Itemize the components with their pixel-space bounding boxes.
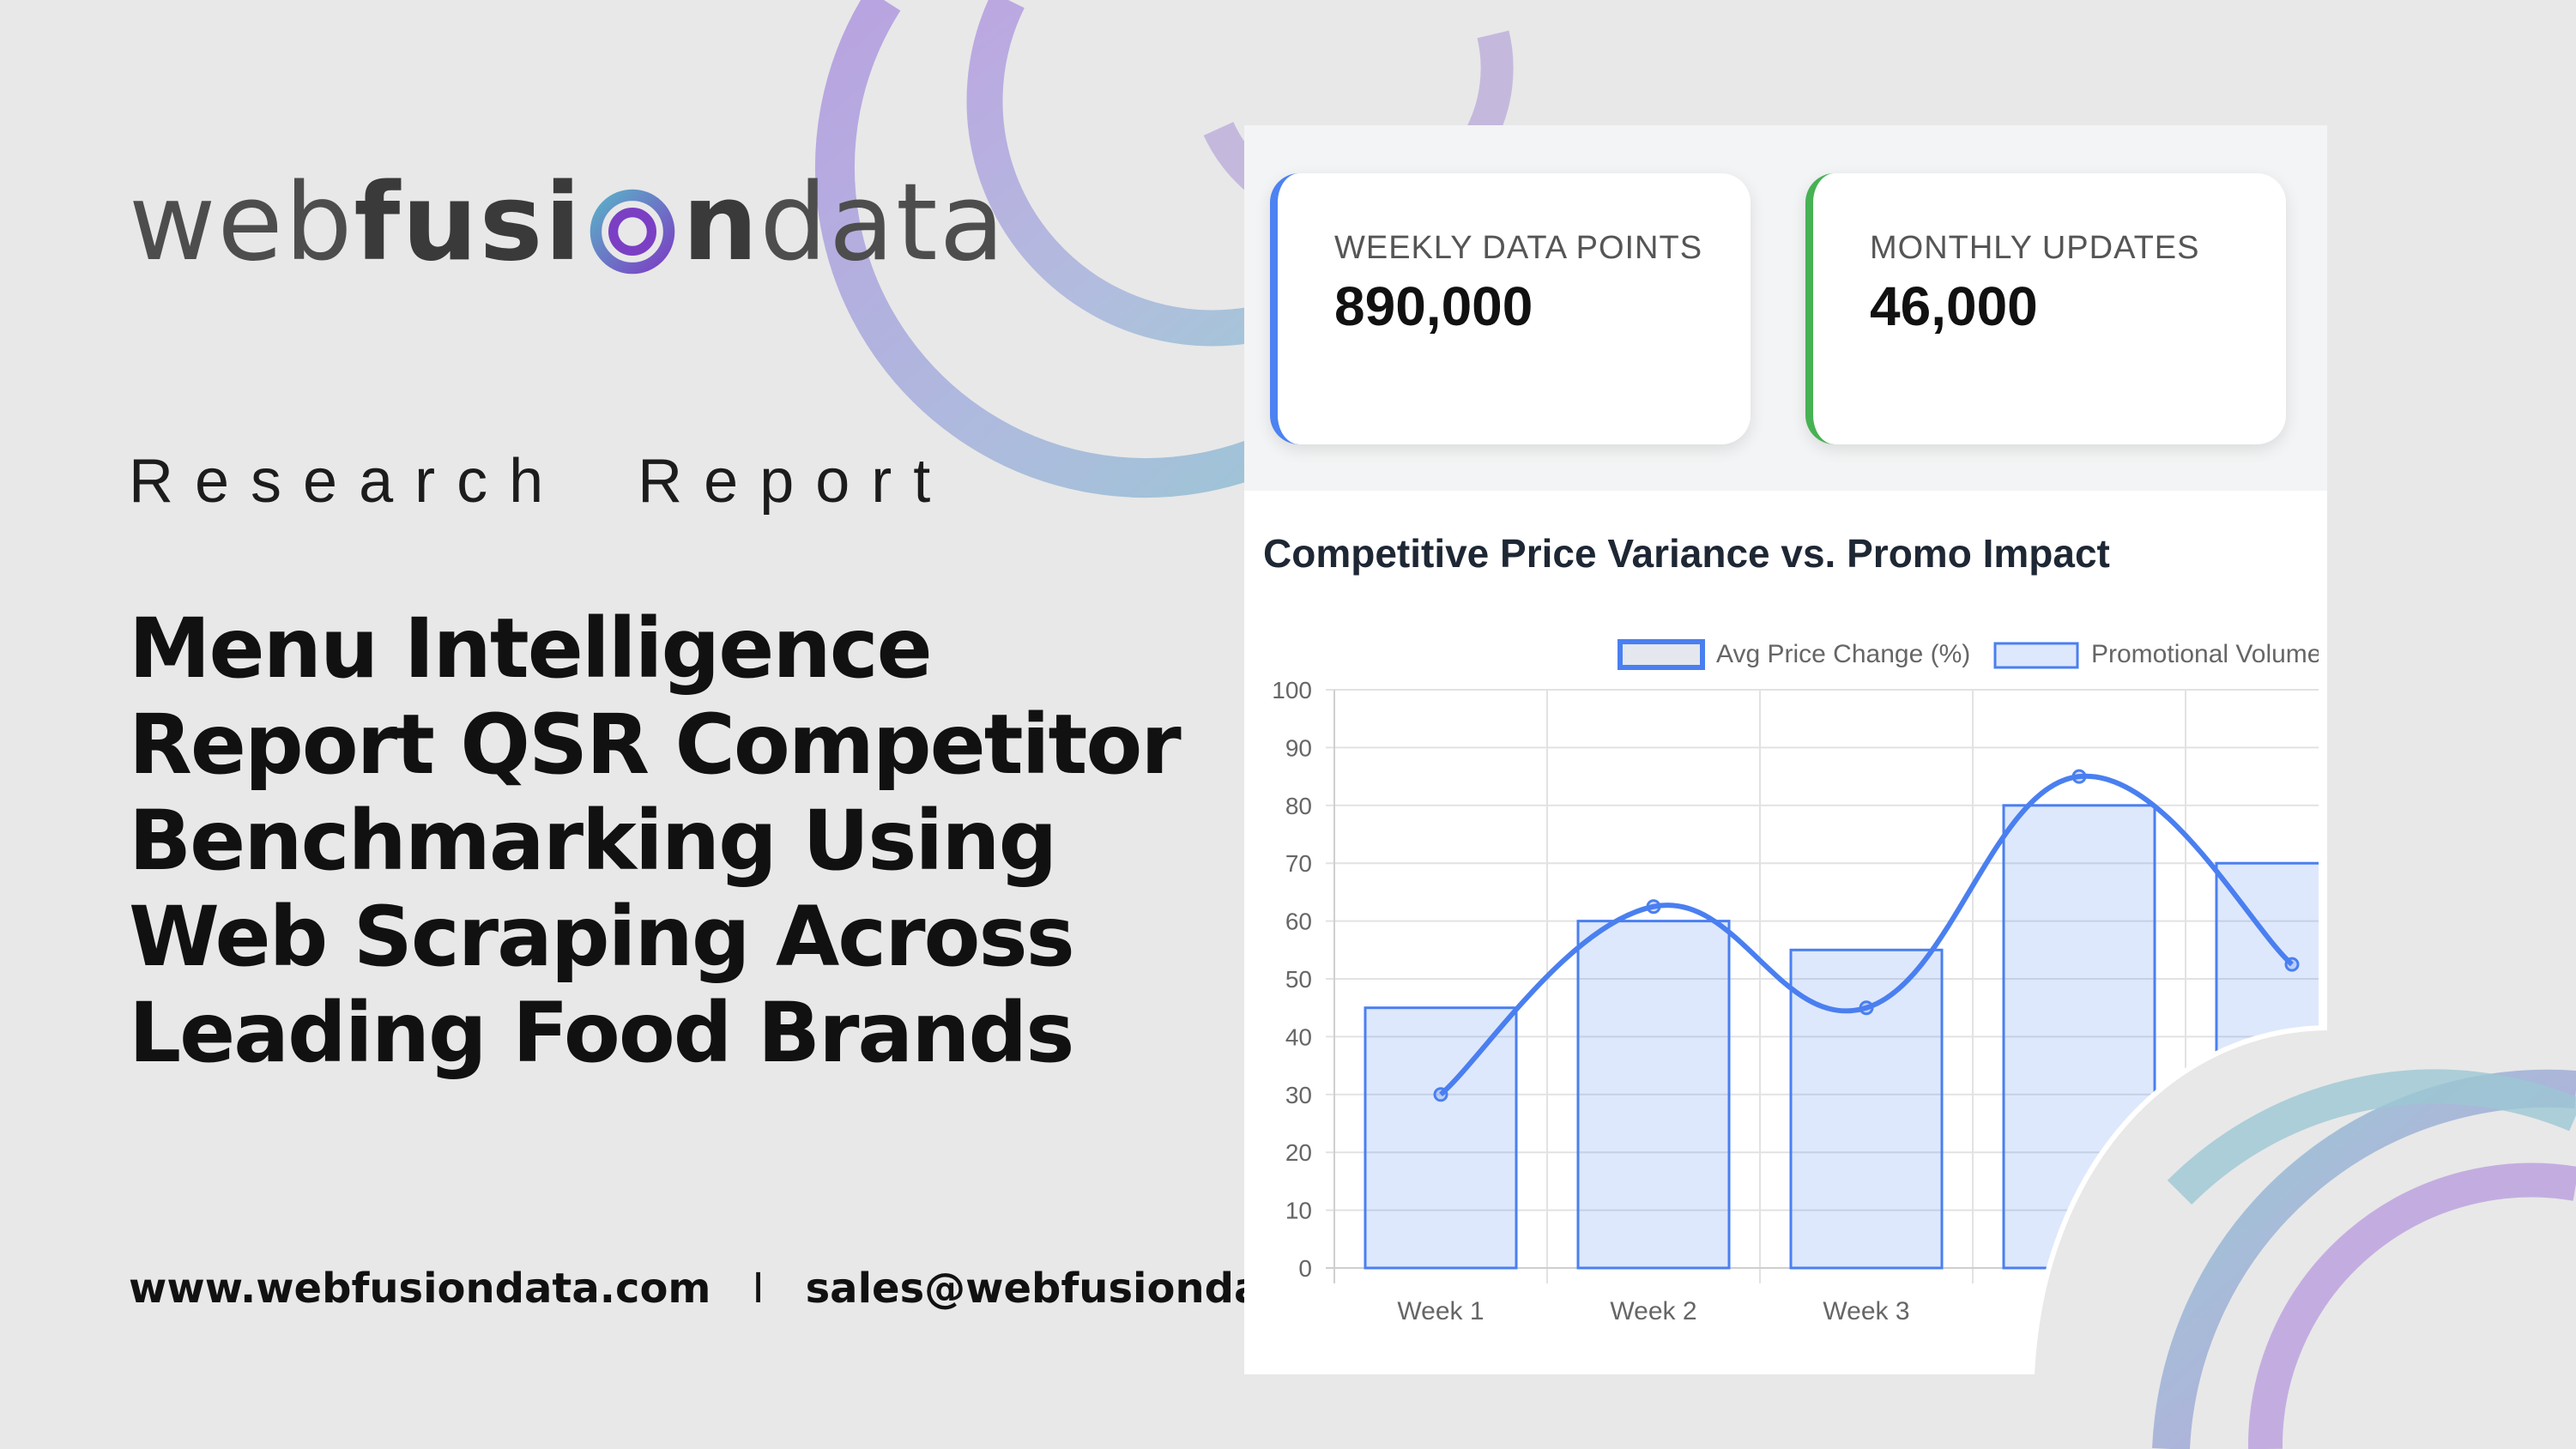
y-tick-label: 90: [1285, 734, 1312, 761]
y-tick-label: 10: [1285, 1198, 1312, 1224]
logo-text-prefix: web: [129, 161, 354, 285]
contact-separator: I: [752, 1265, 765, 1313]
stat-card-weekly: WEEKLY DATA POINTS 890,000: [1270, 173, 1751, 444]
line-point: [1859, 1000, 1874, 1016]
logo-text-bold: fusi: [354, 161, 583, 285]
stat-value: 890,000: [1334, 275, 1533, 337]
y-tick-label: 60: [1285, 909, 1312, 935]
bar: [1364, 1006, 1518, 1270]
y-tick-label: 50: [1285, 966, 1312, 993]
logo-text-bold2: n: [681, 161, 760, 285]
bar: [2215, 861, 2327, 1270]
line-point: [1646, 899, 1661, 915]
legend-label: Promotional Volume: [2091, 640, 2321, 668]
x-tick-label: Week 2: [1610, 1297, 1696, 1325]
chart-clip: [2319, 619, 2327, 1374]
line-point: [1433, 1087, 1448, 1102]
chart-title: Competitive Price Variance vs. Promo Imp…: [1263, 531, 2110, 576]
bar: [1576, 920, 1731, 1270]
y-tick-label: 70: [1285, 850, 1312, 877]
stat-label: MONTHLY UPDATES: [1870, 230, 2200, 266]
bar: [2002, 804, 2156, 1270]
website-link[interactable]: www.webfusiondata.com: [129, 1265, 711, 1313]
series-line: [1439, 774, 2294, 1097]
x-tick-label: Week 3: [1823, 1297, 1909, 1325]
report-title: Menu Intelligence Report QSR Competitor …: [129, 601, 1182, 1081]
legend-swatch-line: [1618, 639, 1705, 670]
price-promo-chart: 0 10 20 30 40 50 60 70 80 90 100 Week 1 Week 2 Week 3…: [1272, 619, 2327, 1374]
brand-logo: web fusi n data: [129, 154, 1007, 292]
stat-card-monthly: MONTHLY UPDATES 46,000: [1805, 173, 2286, 444]
x-tick-label: Week 1: [1397, 1297, 1484, 1325]
legend-label: Avg Price Change (%): [1716, 640, 1970, 668]
report-subtitle: Research Report: [129, 447, 952, 516]
stat-value: 46,000: [1870, 275, 2038, 337]
y-tick-label: 20: [1285, 1139, 1312, 1166]
bar: [1789, 948, 1944, 1270]
logo-o-ring-icon: [590, 189, 675, 275]
y-tick-label: 30: [1285, 1082, 1312, 1108]
y-tick-label: 80: [1285, 793, 1312, 819]
line-point: [2071, 769, 2087, 784]
y-tick-label: 40: [1285, 1023, 1312, 1050]
stat-label: WEEKLY DATA POINTS: [1334, 230, 1703, 266]
line-point: [2284, 957, 2300, 972]
y-tick-label: 0: [1298, 1255, 1312, 1282]
contact-line: www.webfusiondata.com I sales@webfusiond…: [129, 1265, 1420, 1313]
legend-swatch-bar: [1993, 642, 2079, 669]
y-tick-label: 100: [1272, 677, 1312, 703]
logo-text-suffix: data: [759, 161, 1007, 285]
